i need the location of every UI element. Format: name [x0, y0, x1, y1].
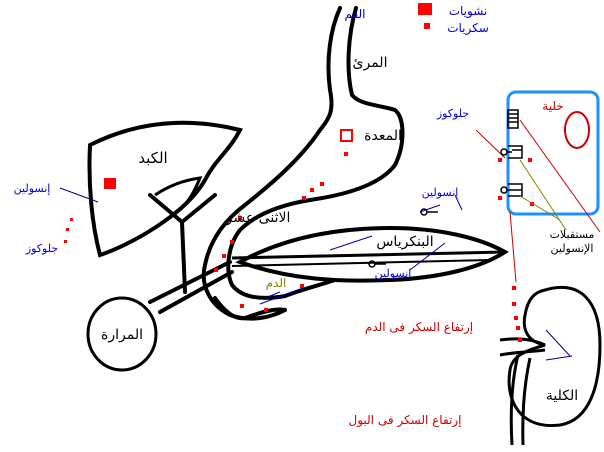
ureter-2 [521, 357, 532, 446]
bile-duct-left [148, 193, 184, 224]
label-mouth: الفم [344, 7, 365, 21]
insulin-key-icon-3 [500, 148, 508, 156]
arrow-blood-vessel [259, 287, 304, 305]
annotation-glucose-cell: جلوكوز [436, 107, 469, 120]
label-blood: الدم [266, 276, 287, 290]
annotation-urine-sugar-rise: إرتفاع السكر فى البول [348, 413, 461, 428]
sugar-in-stomach [344, 152, 348, 156]
arrow-pancreas-insulin-up [419, 204, 441, 213]
annotation-insulin-cell: إنسولين [422, 186, 459, 199]
bile-duct-right [180, 193, 217, 224]
label-gallbladder: المرارة [101, 327, 143, 343]
arrow-pancreas-insulin-3 [409, 242, 446, 271]
liver-glycogen-marker [104, 178, 116, 189]
liver-notch [154, 176, 203, 212]
starch-legend-marker [418, 3, 432, 15]
insulin-key-icon-4 [500, 186, 508, 194]
arrow-receptors-2 [519, 195, 561, 221]
arrow-down-blood [509, 211, 517, 283]
annotation-receptors-2: الإنسولين [551, 242, 594, 255]
sugar-legend-marker [424, 23, 430, 29]
label-esophagus: المرئ [353, 55, 388, 71]
renal-vessel-upper [499, 337, 546, 347]
liver-outline [87, 120, 243, 258]
insulin-receptor-1 [508, 145, 523, 159]
annotation-insulin-liver: إنسولين [14, 182, 51, 195]
legend-sugars: سكريات [447, 21, 489, 36]
renal-vessel-lower [499, 348, 546, 357]
label-liver: الكبد [138, 149, 167, 167]
arrow-receptors-1 [519, 159, 567, 231]
common-bile-duct [180, 220, 187, 294]
pancreatic-duct [231, 250, 506, 260]
receptor-ladder [507, 109, 519, 129]
annotation-glucose-liver: جلوكوز [25, 242, 58, 255]
label-kidney: الكلية [546, 388, 578, 404]
label-pancreas: البنكرياس [376, 234, 433, 250]
gallbladder-outline [86, 296, 158, 372]
arrow-cell-red-1 [519, 119, 601, 233]
arrow-pancreas-label [329, 235, 373, 251]
label-duodenum: الاثنى عشر [225, 210, 291, 226]
label-stomach: المعدة [364, 128, 402, 144]
starch-in-stomach [340, 129, 353, 142]
arrow-insulin-to-liver [59, 187, 99, 203]
duodenum-lower-wall [283, 278, 337, 298]
pancreatic-duct-2 [231, 259, 491, 267]
annotation-receptors-1: مستقبلات [550, 228, 595, 241]
ureter [509, 354, 520, 446]
arrow-pancreas-insulin-2 [454, 194, 463, 211]
label-cell: خلية [542, 99, 563, 113]
arrow-kidney-2 [545, 355, 573, 361]
cell-nucleus [564, 111, 590, 149]
sugar-particles [64, 158, 534, 342]
bile-duct-to-duodenum-2 [158, 270, 234, 314]
annotation-blood-sugar-rise: إرتفاع السكر فى الدم [365, 320, 473, 335]
cell-box [506, 90, 600, 216]
arrow-cell-red-2 [475, 129, 506, 159]
legend-starch: نشويات [449, 4, 488, 19]
arrow-blood-vessel-2 [264, 291, 281, 299]
arrow-kidney-1 [545, 329, 571, 357]
insulin-key-icon-1 [420, 208, 428, 216]
annotation-insulin-pancreas: إنسولين [375, 267, 412, 280]
duodenum-outer-wall [213, 296, 287, 321]
